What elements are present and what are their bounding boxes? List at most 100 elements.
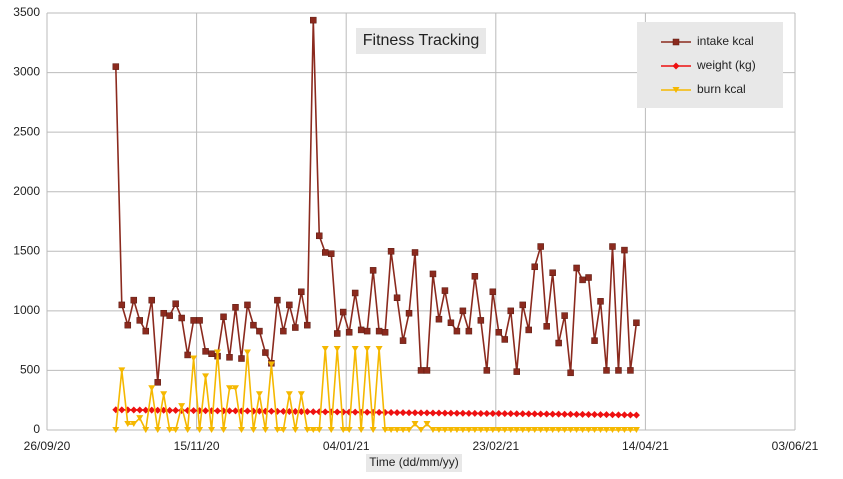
data-point bbox=[393, 427, 401, 433]
data-point bbox=[627, 367, 634, 374]
data-point bbox=[609, 243, 616, 250]
data-point bbox=[489, 410, 497, 418]
data-point bbox=[190, 355, 198, 362]
data-point bbox=[148, 406, 156, 414]
data-point bbox=[399, 427, 407, 433]
data-point bbox=[148, 296, 155, 304]
data-point bbox=[441, 409, 449, 417]
data-point bbox=[387, 248, 395, 255]
data-point bbox=[525, 326, 532, 334]
data-point bbox=[369, 427, 377, 433]
data-point bbox=[124, 421, 132, 428]
data-point bbox=[172, 427, 180, 433]
data-point bbox=[208, 350, 215, 357]
data-point bbox=[393, 409, 401, 417]
data-point bbox=[555, 410, 563, 418]
data-point bbox=[597, 411, 605, 419]
data-point bbox=[483, 427, 491, 433]
data-point bbox=[112, 427, 120, 433]
legend-marker bbox=[672, 87, 680, 93]
legend-label: weight (kg) bbox=[696, 58, 756, 72]
data-point bbox=[262, 349, 269, 356]
data-point bbox=[279, 427, 287, 433]
data-point bbox=[202, 348, 209, 355]
data-point bbox=[178, 314, 185, 322]
data-point bbox=[573, 410, 581, 418]
data-point bbox=[621, 246, 628, 254]
data-point bbox=[363, 327, 371, 335]
data-point bbox=[351, 289, 359, 297]
data-point bbox=[519, 301, 526, 309]
data-point bbox=[411, 249, 419, 256]
data-point bbox=[453, 427, 461, 433]
data-point bbox=[543, 323, 550, 330]
data-point bbox=[357, 326, 365, 334]
data-point bbox=[513, 427, 521, 433]
data-point bbox=[441, 427, 449, 433]
legend-marker bbox=[672, 62, 680, 70]
data-point bbox=[345, 427, 353, 433]
data-point bbox=[309, 427, 317, 433]
data-point bbox=[196, 427, 204, 433]
data-point bbox=[513, 368, 520, 375]
data-point bbox=[267, 361, 275, 368]
data-point bbox=[112, 63, 120, 70]
data-point bbox=[608, 427, 616, 433]
data-point bbox=[387, 427, 395, 433]
data-point bbox=[459, 307, 467, 315]
data-point bbox=[154, 379, 161, 386]
data-point bbox=[279, 407, 287, 415]
data-point bbox=[495, 329, 503, 336]
data-point bbox=[435, 427, 443, 433]
data-point bbox=[184, 427, 192, 433]
data-point bbox=[345, 408, 353, 416]
data-point bbox=[453, 327, 461, 335]
data-point bbox=[316, 232, 323, 240]
data-point bbox=[423, 421, 431, 428]
data-point bbox=[261, 427, 269, 433]
data-point bbox=[399, 337, 407, 344]
data-point bbox=[286, 301, 293, 309]
data-point bbox=[567, 369, 574, 377]
data-point bbox=[375, 327, 383, 335]
data-point bbox=[184, 351, 191, 359]
y-tick-label: 500 bbox=[20, 363, 40, 377]
data-point bbox=[579, 427, 587, 433]
data-point bbox=[166, 427, 174, 433]
data-point bbox=[465, 409, 473, 417]
data-point bbox=[537, 427, 545, 433]
data-point bbox=[327, 427, 335, 433]
data-point bbox=[118, 301, 126, 309]
data-point bbox=[567, 410, 575, 418]
data-point bbox=[573, 264, 580, 272]
data-point bbox=[477, 317, 485, 324]
data-point bbox=[243, 349, 251, 356]
data-point bbox=[274, 296, 281, 304]
data-point bbox=[172, 300, 179, 307]
data-point bbox=[614, 427, 622, 433]
data-point bbox=[411, 421, 419, 428]
data-point bbox=[292, 324, 299, 331]
data-point bbox=[315, 408, 323, 416]
x-tick-label: 14/04/21 bbox=[622, 439, 669, 453]
data-point bbox=[471, 427, 479, 433]
data-point bbox=[591, 337, 598, 344]
data-point bbox=[214, 407, 222, 415]
data-point bbox=[315, 427, 323, 433]
data-point bbox=[160, 391, 168, 398]
data-point bbox=[357, 408, 365, 416]
data-point bbox=[465, 327, 473, 335]
data-point bbox=[531, 410, 539, 418]
x-tick-label: 26/09/20 bbox=[24, 439, 71, 453]
data-point bbox=[237, 427, 245, 433]
data-point bbox=[154, 427, 162, 433]
data-point bbox=[405, 427, 413, 433]
data-point bbox=[632, 427, 640, 433]
data-point bbox=[208, 427, 216, 433]
data-point bbox=[273, 427, 281, 433]
data-point bbox=[633, 319, 640, 327]
data-point bbox=[579, 276, 586, 284]
data-point bbox=[525, 427, 533, 433]
data-point bbox=[130, 421, 138, 428]
data-point bbox=[250, 321, 257, 329]
